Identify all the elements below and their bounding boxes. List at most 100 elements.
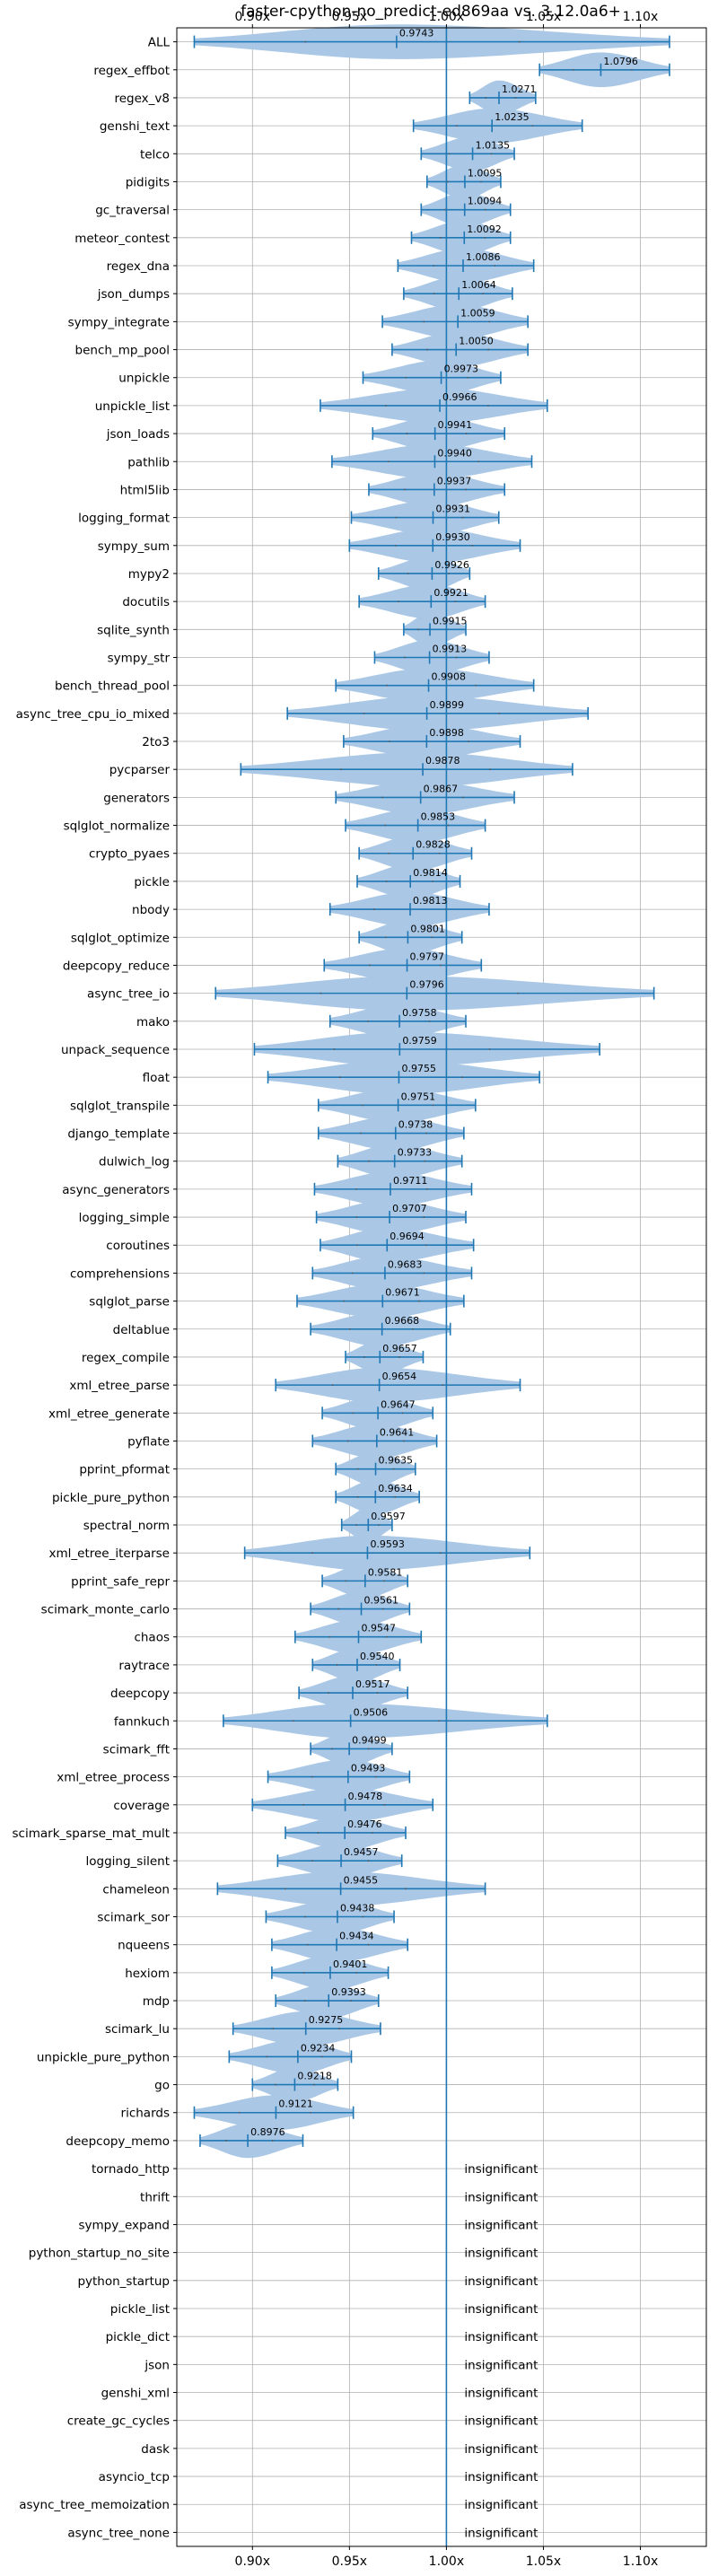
quartile-dot [488,320,491,323]
quartile-dot [360,1132,362,1135]
category-label: async_generators [62,1183,170,1197]
category-label: crypto_pyaes [89,847,170,862]
quartile-dot [425,1132,427,1135]
quartile-dot [272,2028,275,2030]
category-label: scimark_fft [103,1742,170,1757]
category-label: fannkuch [114,1714,170,1729]
quartile-dot [238,2111,241,2114]
value-label: 0.9476 [347,1818,382,1830]
value-label: 0.9867 [424,783,459,794]
quartile-dot [225,2140,228,2142]
category-label: tornado_http [92,2162,170,2177]
x-tick-label-top: 0.90x [235,10,270,24]
value-label: 0.9913 [433,644,467,655]
quartile-dot [302,1803,305,1806]
quartile-dot [475,684,477,687]
quartile-dot [518,40,521,43]
x-tick-labels: 0.90x 0.90x 0.95x 0.95x 1.00x 1.00x 1.05x 1.05x… [235,10,659,2569]
x-tick-label-top: 1.10x [623,10,658,24]
category-label: sqlglot_parse [89,1295,170,1310]
quartile-dot [485,97,487,99]
quartile-dot [330,1748,333,1750]
quartile-dot [311,1775,313,1778]
quartile-dot [284,1888,286,1890]
quartile-dot [317,1832,320,1834]
quartile-dot [367,1943,370,1946]
category-label: logging_format [78,512,170,526]
category-label: meteor_contest [74,232,170,246]
quartile-dot [374,1775,377,1778]
quartile-dot [417,628,419,631]
category-label: sympy_integrate [68,315,170,329]
quartile-dot [356,1468,359,1470]
quartile-dot [487,348,490,351]
quartile-dot [418,1300,420,1302]
category-label: pyflate [127,1434,170,1449]
category-label: logging_simple [79,1211,170,1225]
category-label: go [154,2079,170,2093]
quartile-dot [482,293,484,295]
category-label: async_tree_cpu_io_mixed [16,707,170,722]
quartile-dot [431,936,433,939]
category-label: raytrace [118,1659,170,1673]
value-label: 0.9908 [432,671,467,683]
value-label: 0.9647 [381,1398,416,1410]
category-label: ALL [148,36,171,50]
insignificant-label: insignificant [464,2302,538,2317]
quartile-dot [438,1720,441,1722]
quartile-dot [383,1580,386,1582]
value-label: 0.9561 [364,1595,399,1607]
value-label: 0.9758 [402,1007,437,1019]
quartile-dot [467,376,469,379]
quartile-dot [385,936,387,939]
quartile-dot [487,405,489,407]
quartile-dot [338,1076,341,1079]
value-label: 0.9457 [344,1846,379,1858]
value-label: 0.9707 [392,1203,427,1214]
category-label: nbody [132,903,170,917]
quartile-dot [433,293,435,295]
category-label: pprint_pformat [79,1463,170,1477]
quartile-dot [385,405,388,407]
quartile-dot [423,1216,425,1218]
plot-frame [176,27,707,2547]
quartile-dot [384,824,387,827]
value-label: 0.9683 [388,1258,423,1270]
quartile-dot [394,1495,397,1498]
quartile-dot [448,153,451,155]
value-label: 0.9966 [442,391,477,403]
quartile-dot [333,1048,336,1050]
quartile-dot [424,1160,426,1162]
category-label: pycparser [109,763,171,777]
category-label: float [143,1071,170,1085]
category-label: unpickle_list [95,399,170,414]
quartile-dot [448,573,451,574]
category-label: pickle_list [110,2302,170,2317]
quartile-dot [367,1748,370,1750]
quartile-dot [355,1187,357,1190]
value-label: 0.9641 [380,1426,415,1438]
insignificant-label: insignificant [464,2218,538,2232]
quartile-dot [494,265,496,267]
value-label: 0.9930 [435,531,470,543]
category-label: bench_thread_pool [55,679,170,694]
quartile-dot [407,573,409,574]
quartile-dot [471,544,473,547]
quartile-dot [447,180,449,183]
insignificant-label: insignificant [464,2498,538,2512]
category-label: sympy_str [108,652,171,666]
quartile-dot [338,2028,341,2030]
value-label: 0.9828 [416,839,451,851]
category-label: deltablue [113,1323,170,1337]
category-label: hexiom [125,1967,170,1981]
value-label: 1.0796 [603,56,638,67]
category-label: pickle_pure_python [52,1491,170,1505]
category-label: scimark_lu [105,2022,170,2037]
category-label: async_tree_none [67,2526,170,2540]
category-label: scimark_sor [97,1911,170,1925]
value-label: 0.9634 [378,1483,413,1494]
category-label: docutils [122,595,170,609]
value-label: 0.9547 [362,1623,397,1634]
quartile-dot [405,376,407,379]
